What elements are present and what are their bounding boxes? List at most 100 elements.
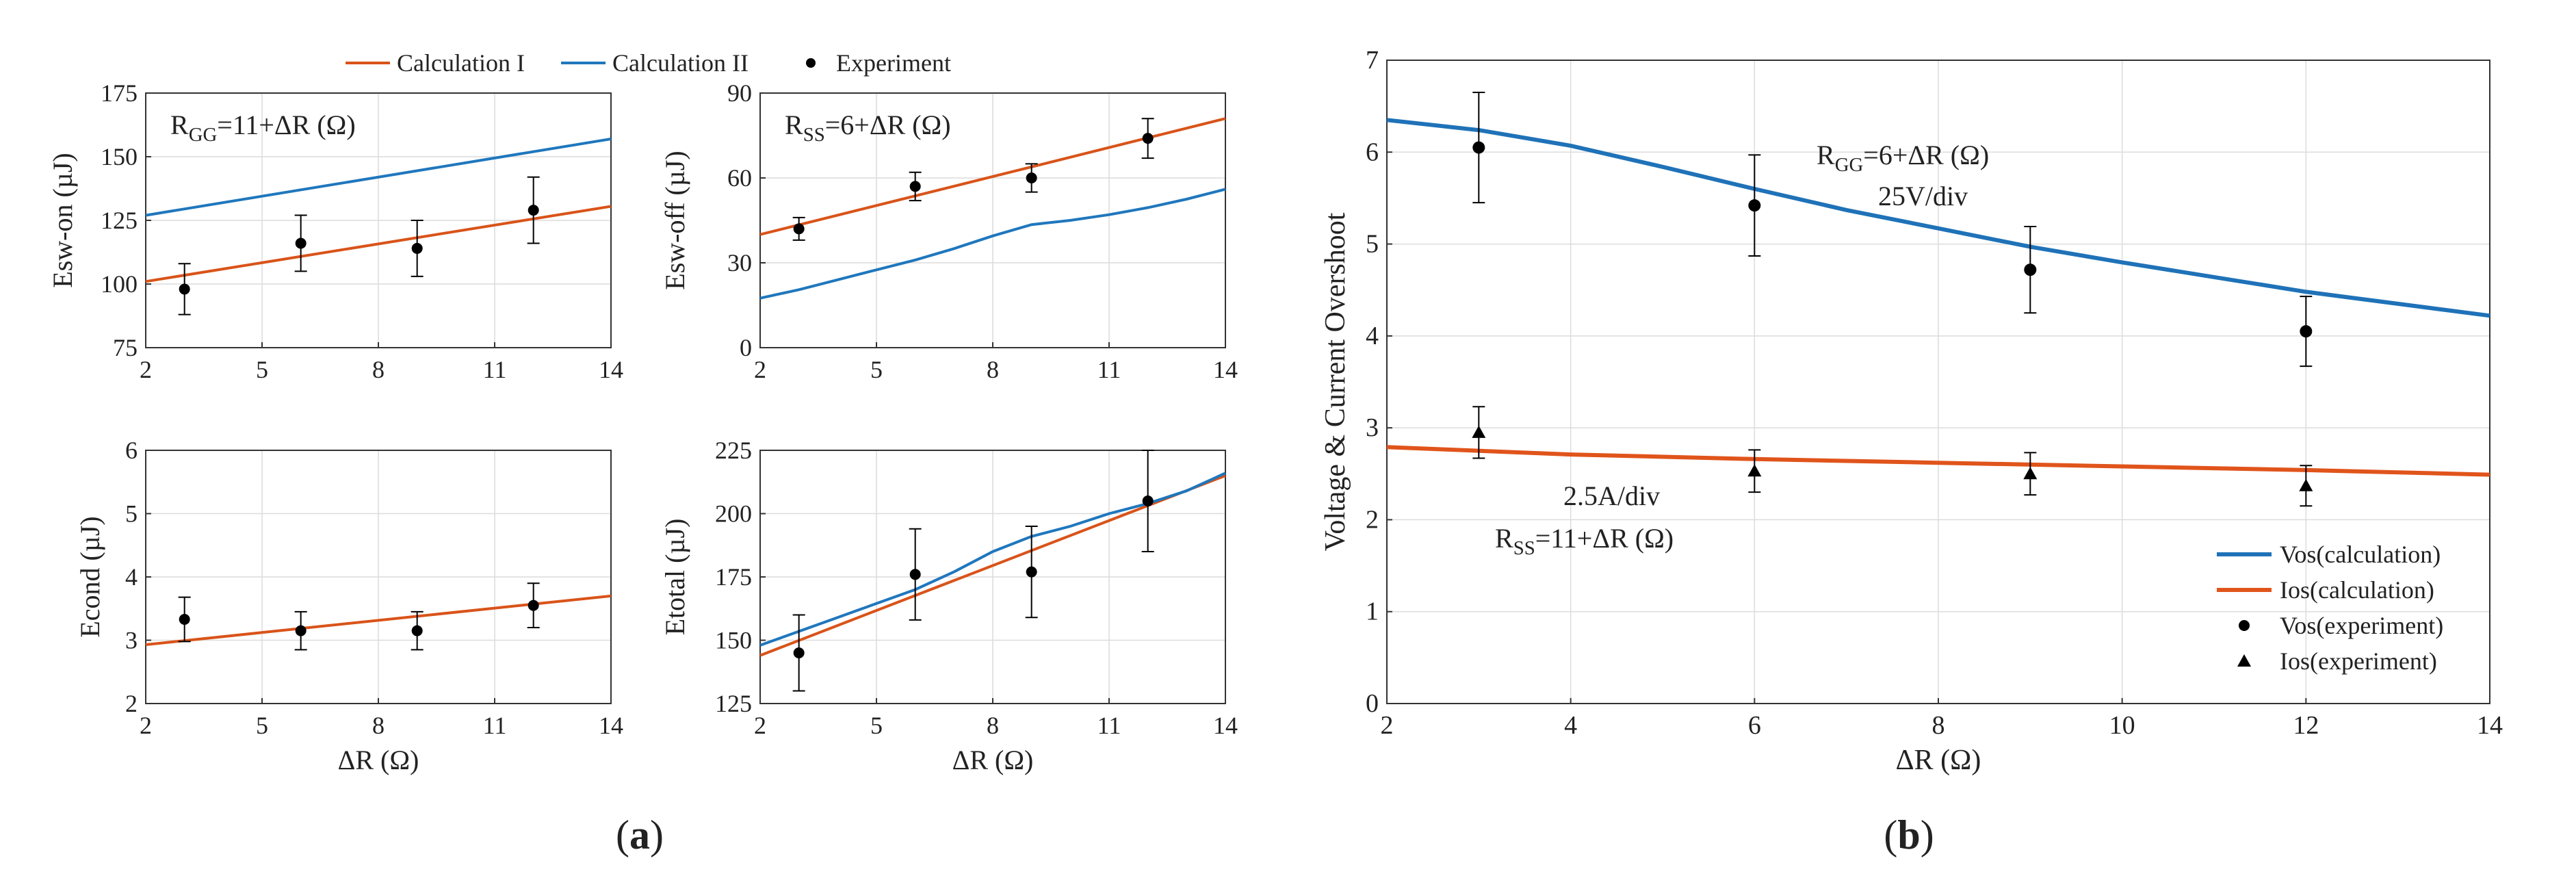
x-tick-label: 11	[1097, 712, 1121, 739]
legend-experiment-marker	[806, 58, 816, 68]
legend-item-label: Ios(calculation)	[2280, 576, 2434, 604]
y-axis-label: Econd (µJ)	[75, 516, 105, 637]
x-tick-label: 14	[2477, 711, 2503, 740]
x-tick-label: 5	[870, 712, 883, 739]
x-axis-label: ΔR (Ω)	[338, 745, 419, 775]
y-tick-label: 200	[715, 500, 752, 528]
legend-item-label: Ios(experiment)	[2280, 647, 2437, 675]
data-point	[1026, 172, 1037, 183]
data-point	[411, 242, 423, 254]
data-point	[528, 600, 539, 611]
x-tick-label: 12	[2293, 711, 2319, 740]
y-tick-label: 175	[101, 79, 138, 107]
legend-a: Calculation I Calculation II Experiment	[346, 49, 951, 77]
x-tick-label: 14	[1213, 712, 1238, 739]
data-point	[295, 237, 307, 249]
y-tick-label: 4	[125, 563, 138, 591]
y-tick-label: 7	[1366, 46, 1379, 75]
x-tick-label: 11	[1097, 356, 1121, 383]
chart-econd: 2 5 8 11 14 2 3 4 5 6 ΔR (Ω) Econd (µJ)	[75, 437, 623, 775]
annotation-label: RGG=11+ΔR (Ω)	[170, 110, 356, 146]
y-tick-label: 125	[101, 207, 138, 234]
data-point	[528, 205, 539, 216]
x-tick-label: 5	[256, 712, 268, 739]
y-tick-label: 5	[125, 500, 138, 528]
y-tick-label: 6	[1366, 138, 1379, 166]
data-point	[2023, 467, 2038, 480]
legend-swatch-ios-exp	[2237, 654, 2251, 667]
series-line	[145, 138, 612, 217]
series-line	[759, 188, 1226, 300]
data-point	[295, 625, 307, 636]
x-tick-label: 2	[1381, 711, 1394, 740]
y-tick-label: 3	[125, 627, 138, 654]
plot-frame	[1386, 60, 2490, 704]
plot-frame	[759, 92, 1226, 348]
chart-esw_off: 2 5 8 11 14 0 30 60 90 Esw-off (µJ) RSS=6+ΔR (Ω)	[660, 79, 1238, 383]
x-tick-label: 6	[1748, 711, 1761, 740]
legend-calc1-label: Calculation I	[397, 49, 525, 77]
y-tick-label: 150	[715, 627, 752, 654]
annotation-rgg-label: RGG=6+ΔR (Ω)	[1817, 140, 1989, 176]
x-tick-label: 8	[372, 356, 385, 383]
y-tick-label: 125	[715, 690, 752, 717]
legend-swatch-vos-exp	[2239, 620, 2250, 631]
y-tick-label: 4	[1366, 322, 1379, 350]
chart-esw_on: 2 5 8 11 14 75 100 125 150 175 Esw-on (µJ) RGG=11+Δ…	[47, 79, 623, 383]
plot-frame	[759, 450, 1226, 704]
x-tick-label: 5	[256, 356, 268, 383]
x-tick-label: 10	[2109, 711, 2135, 740]
x-tick-label: 2	[754, 712, 766, 739]
data-point	[179, 283, 190, 295]
data-point	[793, 223, 805, 235]
x-tick-label: 2	[140, 712, 152, 739]
y-axis-label: Esw-off (µJ)	[660, 151, 690, 289]
data-point	[1026, 566, 1037, 578]
y-axis-label: Etotal (µJ)	[660, 519, 690, 636]
y-tick-label: 175	[715, 563, 752, 591]
legend-calc2-label: Calculation II	[612, 49, 749, 77]
data-point	[1142, 133, 1154, 144]
y-tick-label: 1	[1366, 597, 1379, 626]
annotation-voltage-scale: 25V/div	[1878, 181, 1968, 211]
x-tick-label: 8	[987, 356, 999, 383]
caption-a: (a)	[616, 812, 664, 858]
x-tick-label: 5	[870, 356, 883, 383]
x-tick-label: 8	[372, 712, 385, 739]
annotation-label: RSS=6+ΔR (Ω)	[785, 110, 951, 146]
y-tick-label: 2	[125, 690, 138, 717]
y-tick-label: 90	[727, 79, 752, 107]
y-axis-label: Esw-on (µJ)	[47, 153, 78, 287]
y-tick-label: 2	[1366, 505, 1379, 534]
x-tick-label: 14	[599, 356, 623, 383]
y-tick-label: 100	[101, 270, 138, 298]
plot-frame	[145, 450, 612, 704]
plot-frame	[145, 92, 612, 348]
data-point	[793, 647, 805, 658]
data-point	[1142, 495, 1154, 506]
annotation-rss-label: RSS=11+ΔR (Ω)	[1495, 523, 1674, 559]
y-tick-label: 225	[715, 437, 752, 464]
x-tick-label: 14	[1213, 356, 1238, 383]
x-tick-label: 11	[483, 712, 507, 739]
x-tick-label: 2	[754, 356, 766, 383]
series-line	[1386, 118, 2490, 318]
x-tick-label: 8	[1932, 711, 1945, 740]
y-tick-label: 60	[727, 164, 752, 192]
data-point	[2024, 263, 2037, 276]
legend-item-label: Vos(experiment)	[2280, 612, 2443, 639]
caption-b: (b)	[1884, 812, 1934, 858]
y-tick-label: 30	[727, 249, 752, 276]
data-point	[1747, 464, 1762, 477]
data-point	[909, 569, 921, 580]
data-point	[2300, 325, 2313, 338]
x-axis-label: ΔR (Ω)	[952, 745, 1034, 775]
data-point	[1472, 425, 1486, 438]
annotation-current-scale: 2.5A/div	[1563, 480, 1660, 511]
legend-experiment-label: Experiment	[836, 49, 951, 77]
y-tick-label: 0	[1366, 689, 1379, 718]
data-point	[1472, 141, 1485, 154]
x-tick-label: 8	[987, 712, 999, 739]
